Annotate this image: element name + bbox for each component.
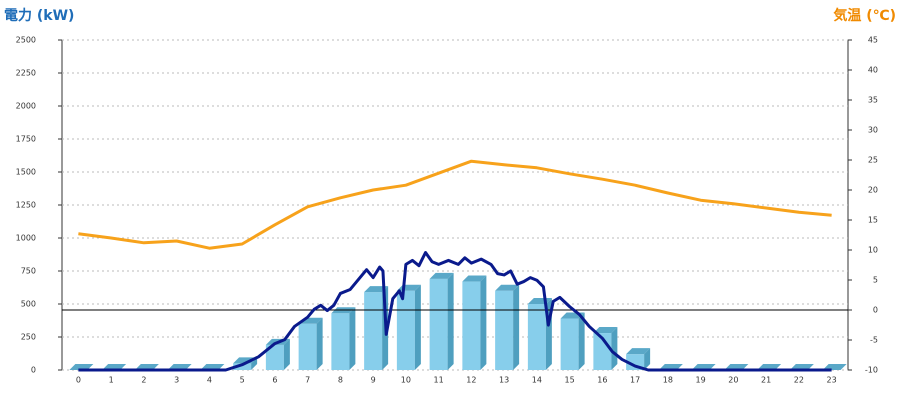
y-tick-label: 2500 <box>16 36 36 45</box>
y2-tick-label: 35 <box>868 96 878 105</box>
bar-top <box>593 327 618 334</box>
x-tick-label: 3 <box>174 376 179 385</box>
line <box>78 159 832 250</box>
bar <box>364 292 383 370</box>
bar <box>331 313 350 370</box>
bar-side <box>578 312 585 370</box>
y-tick-label: 0 <box>31 366 36 375</box>
bar-top <box>495 284 520 291</box>
y-tick-label: 1500 <box>16 168 36 177</box>
x-tick-label: 5 <box>240 376 245 385</box>
x-tick-label: 20 <box>728 376 738 385</box>
bar <box>265 344 284 370</box>
y-tick-label: 1250 <box>16 201 36 210</box>
x-tick-label: 19 <box>696 376 706 385</box>
bar-top <box>429 272 454 279</box>
y-tick-label: 250 <box>21 333 36 342</box>
x-tick-label: 14 <box>532 376 542 385</box>
x-tick-label: 6 <box>272 376 277 385</box>
y-tick-label: 750 <box>21 267 36 276</box>
bar <box>527 304 546 370</box>
y-tick-label: 2250 <box>16 69 36 78</box>
bar <box>298 323 317 370</box>
y-tick-label: 500 <box>21 300 36 309</box>
bar <box>495 290 514 370</box>
x-tick-label: 21 <box>761 376 771 385</box>
x-tick-label: 0 <box>76 376 81 385</box>
x-tick-label: 1 <box>109 376 114 385</box>
y2-tick-label: 20 <box>868 186 878 195</box>
x-tick-label: 8 <box>338 376 343 385</box>
bar-top <box>626 348 651 355</box>
bar <box>233 363 252 370</box>
y2-tick-label: 40 <box>868 66 878 75</box>
x-tick-label: 22 <box>794 376 804 385</box>
bar-side <box>513 284 520 370</box>
y-tick-label: 1000 <box>16 234 36 243</box>
x-tick-label: 15 <box>565 376 575 385</box>
x-tick-label: 11 <box>434 376 444 385</box>
y-tick-label: 2000 <box>16 102 36 111</box>
bar-side <box>447 272 454 370</box>
y2-tick-label: -5 <box>870 336 878 345</box>
y-tick-label: 1750 <box>16 135 36 144</box>
y2-tick-label: 15 <box>868 216 878 225</box>
x-tick-label: 23 <box>827 376 837 385</box>
y2-tick-label: 45 <box>868 36 878 45</box>
line <box>78 251 832 372</box>
y2-tick-label: 25 <box>868 156 878 165</box>
x-tick-label: 9 <box>371 376 376 385</box>
bar-side <box>611 327 618 370</box>
x-tick-label: 2 <box>141 376 146 385</box>
y2-tick-label: -10 <box>865 366 878 375</box>
bar <box>462 281 481 370</box>
bar-side <box>644 348 651 370</box>
y2-tick-label: 0 <box>873 306 878 315</box>
y-axis-title: 電力 (kW) <box>4 7 74 24</box>
bar-side <box>316 317 323 370</box>
x-tick-label: 16 <box>597 376 607 385</box>
y2-axis-title: 気温 (℃) <box>833 7 896 24</box>
bar-top <box>364 286 389 293</box>
bar-side <box>283 338 290 370</box>
y2-tick-label: 5 <box>873 276 878 285</box>
x-tick-label: 17 <box>630 376 640 385</box>
bar <box>560 318 579 370</box>
x-tick-label: 10 <box>401 376 411 385</box>
x-tick-label: 7 <box>305 376 310 385</box>
bar <box>396 290 415 370</box>
bar <box>429 278 448 370</box>
x-tick-label: 18 <box>663 376 673 385</box>
bar-top <box>462 275 487 282</box>
bar-side <box>251 357 258 370</box>
y2-tick-label: 30 <box>868 126 878 135</box>
x-tick-label: 12 <box>466 376 476 385</box>
bar-side <box>349 307 356 370</box>
bar-side <box>414 284 421 370</box>
y2-tick-label: 10 <box>868 246 878 255</box>
x-tick-label: 4 <box>207 376 212 385</box>
bar-side <box>480 275 487 370</box>
x-tick-label: 13 <box>499 376 509 385</box>
